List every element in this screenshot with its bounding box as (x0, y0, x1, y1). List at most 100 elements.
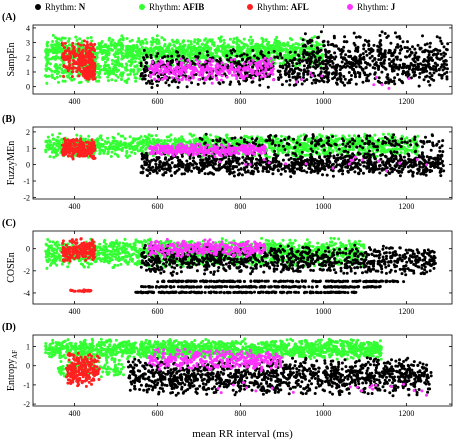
data-point (154, 40, 158, 44)
data-point (335, 65, 339, 69)
data-point (298, 49, 302, 53)
data-point (98, 45, 102, 49)
data-point (347, 71, 351, 74)
data-point (380, 64, 384, 68)
data-point (155, 54, 159, 58)
data-point (331, 65, 335, 69)
data-point (176, 40, 180, 44)
data-point (55, 67, 59, 71)
data-point (316, 47, 320, 51)
data-point (200, 68, 204, 72)
data-point (367, 43, 371, 46)
data-point (209, 46, 213, 50)
data-point (351, 67, 355, 71)
data-point (280, 83, 284, 87)
data-point (66, 40, 70, 44)
data-point (113, 45, 116, 49)
data-point (360, 57, 364, 61)
data-point (201, 71, 205, 75)
data-point (169, 68, 173, 72)
data-point (273, 140, 277, 144)
data-point (79, 53, 83, 57)
data-point (239, 70, 243, 74)
data-point (63, 68, 67, 72)
data-point (44, 49, 48, 53)
data-point (146, 143, 150, 147)
legend-marker (139, 4, 145, 10)
data-point (242, 52, 246, 56)
data-point (320, 53, 324, 56)
data-point (130, 60, 133, 64)
data-point (222, 38, 226, 42)
data-point (215, 62, 219, 66)
data-point (405, 64, 409, 68)
data-point (324, 75, 328, 78)
data-point (267, 45, 270, 49)
data-point (217, 49, 220, 53)
data-point (238, 82, 241, 86)
data-point (297, 54, 301, 58)
data-point (151, 36, 155, 40)
data-point (172, 70, 176, 74)
data-point (428, 45, 432, 49)
data-point (338, 75, 342, 78)
data-point (266, 85, 270, 89)
data-point (413, 145, 417, 149)
data-point (74, 60, 78, 64)
data-point (242, 68, 246, 72)
data-point (100, 138, 104, 142)
data-point (380, 83, 384, 87)
data-point (59, 38, 63, 42)
data-point (167, 135, 171, 139)
data-point (129, 68, 133, 72)
data-point (208, 72, 211, 76)
data-point (186, 74, 190, 78)
data-point (347, 55, 351, 58)
data-point (46, 60, 50, 64)
data-point (50, 146, 54, 150)
data-point (169, 59, 173, 63)
data-point (85, 44, 89, 48)
data-point (210, 72, 214, 76)
data-point (341, 57, 345, 61)
data-point (126, 45, 130, 49)
data-point (357, 148, 361, 152)
data-point (269, 57, 273, 60)
data-point (288, 83, 292, 87)
data-point (410, 51, 414, 55)
data-point (76, 45, 80, 49)
data-point (147, 79, 151, 83)
data-point (221, 80, 225, 84)
data-point (169, 138, 173, 142)
data-point (47, 74, 51, 78)
data-point (230, 73, 234, 77)
data-point (267, 67, 271, 71)
data-point (89, 36, 93, 39)
data-point (143, 74, 147, 77)
data-point (194, 73, 198, 76)
data-point (50, 45, 54, 49)
data-point (343, 77, 347, 81)
data-point (158, 49, 162, 53)
axes-frame (32, 24, 453, 95)
data-point (48, 140, 52, 144)
data-point (142, 48, 146, 52)
data-point (138, 77, 142, 81)
data-point (369, 50, 373, 54)
data-point (341, 81, 345, 85)
data-point (407, 148, 411, 152)
data-point (67, 46, 71, 50)
data-point (118, 147, 122, 151)
data-point (149, 75, 153, 79)
data-point (97, 79, 101, 83)
data-point (389, 51, 392, 55)
data-point (334, 137, 338, 141)
data-point (71, 44, 75, 48)
data-point (292, 71, 296, 75)
data-point (286, 44, 290, 47)
data-point (334, 134, 338, 138)
data-point (379, 149, 383, 153)
data-point (242, 43, 246, 47)
data-point (413, 67, 417, 71)
data-point (340, 50, 344, 54)
